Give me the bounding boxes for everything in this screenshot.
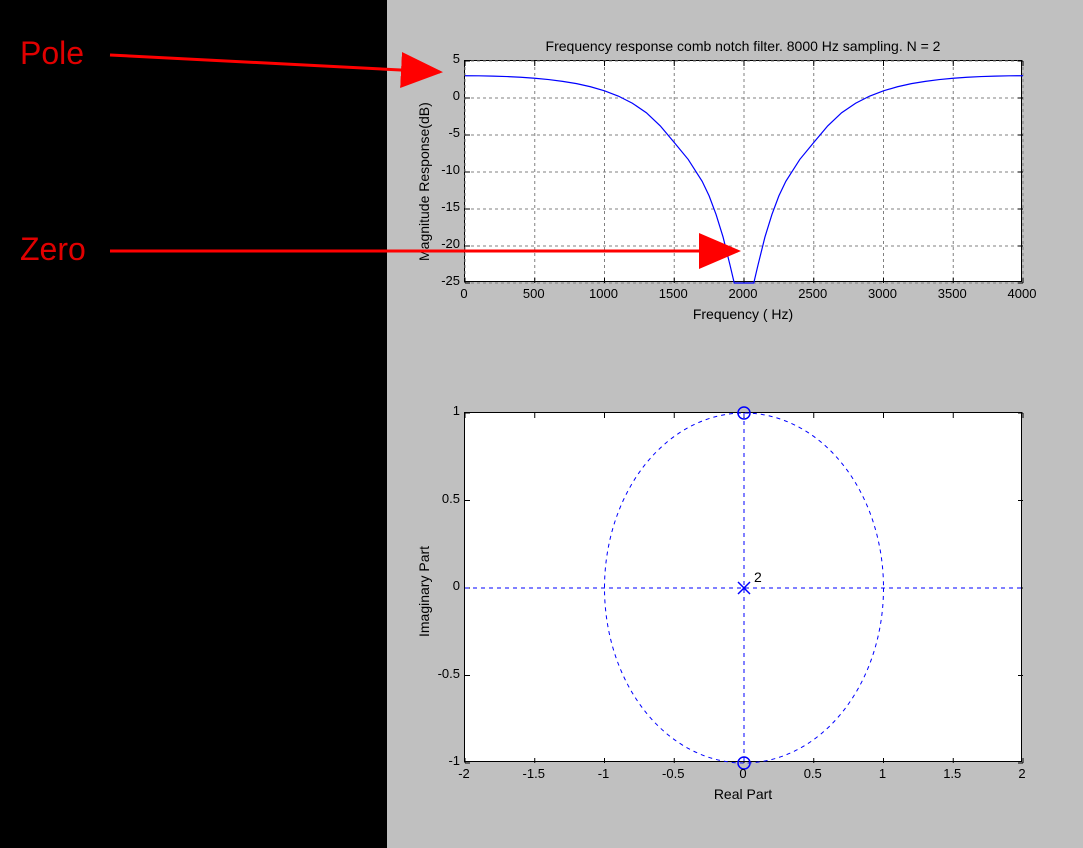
freq-response-svg <box>465 61 1023 283</box>
freq-ytick-label: -25 <box>422 273 460 288</box>
pz-xtick-label: 2 <box>997 766 1047 781</box>
freq-ytick-label: -15 <box>422 199 460 214</box>
svg-text:2: 2 <box>754 569 762 585</box>
pz-plot-xlabel: Real Part <box>464 786 1022 802</box>
pole-zero-plot: 2 <box>464 412 1022 762</box>
pz-xtick-label: -2 <box>439 766 489 781</box>
freq-ytick-label: 5 <box>422 51 460 66</box>
pz-xtick-label: 0 <box>718 766 768 781</box>
annotation-zero-label: Zero <box>20 231 86 268</box>
freq-plot-title: Frequency response comb notch filter. 80… <box>464 38 1022 54</box>
freq-plot-xlabel: Frequency ( Hz) <box>464 306 1022 322</box>
freq-ytick-label: -10 <box>422 162 460 177</box>
freq-xtick-label: 500 <box>509 286 559 301</box>
pz-ytick-label: 0 <box>422 578 460 593</box>
freq-response-plot <box>464 60 1022 282</box>
freq-xtick-label: 4000 <box>997 286 1047 301</box>
freq-ytick-label: -20 <box>422 236 460 251</box>
pz-ytick-label: -0.5 <box>422 666 460 681</box>
freq-xtick-label: 3000 <box>858 286 908 301</box>
freq-xtick-label: 3500 <box>927 286 977 301</box>
freq-xtick-label: 2000 <box>718 286 768 301</box>
freq-xtick-label: 0 <box>439 286 489 301</box>
freq-xtick-label: 2500 <box>788 286 838 301</box>
freq-ytick-label: 0 <box>422 88 460 103</box>
pole-zero-svg: 2 <box>465 413 1023 763</box>
annotation-pole-label: Pole <box>20 35 84 72</box>
pz-xtick-label: -1 <box>579 766 629 781</box>
pz-xtick-label: -1.5 <box>509 766 559 781</box>
freq-xtick-label: 1000 <box>579 286 629 301</box>
pz-xtick-label: 1.5 <box>927 766 977 781</box>
pz-ytick-label: -1 <box>422 753 460 768</box>
freq-ytick-label: -5 <box>422 125 460 140</box>
freq-xtick-label: 1500 <box>648 286 698 301</box>
pz-xtick-label: -0.5 <box>648 766 698 781</box>
pz-ytick-label: 0.5 <box>422 491 460 506</box>
pz-xtick-label: 0.5 <box>788 766 838 781</box>
pz-ytick-label: 1 <box>422 403 460 418</box>
pz-xtick-label: 1 <box>858 766 908 781</box>
